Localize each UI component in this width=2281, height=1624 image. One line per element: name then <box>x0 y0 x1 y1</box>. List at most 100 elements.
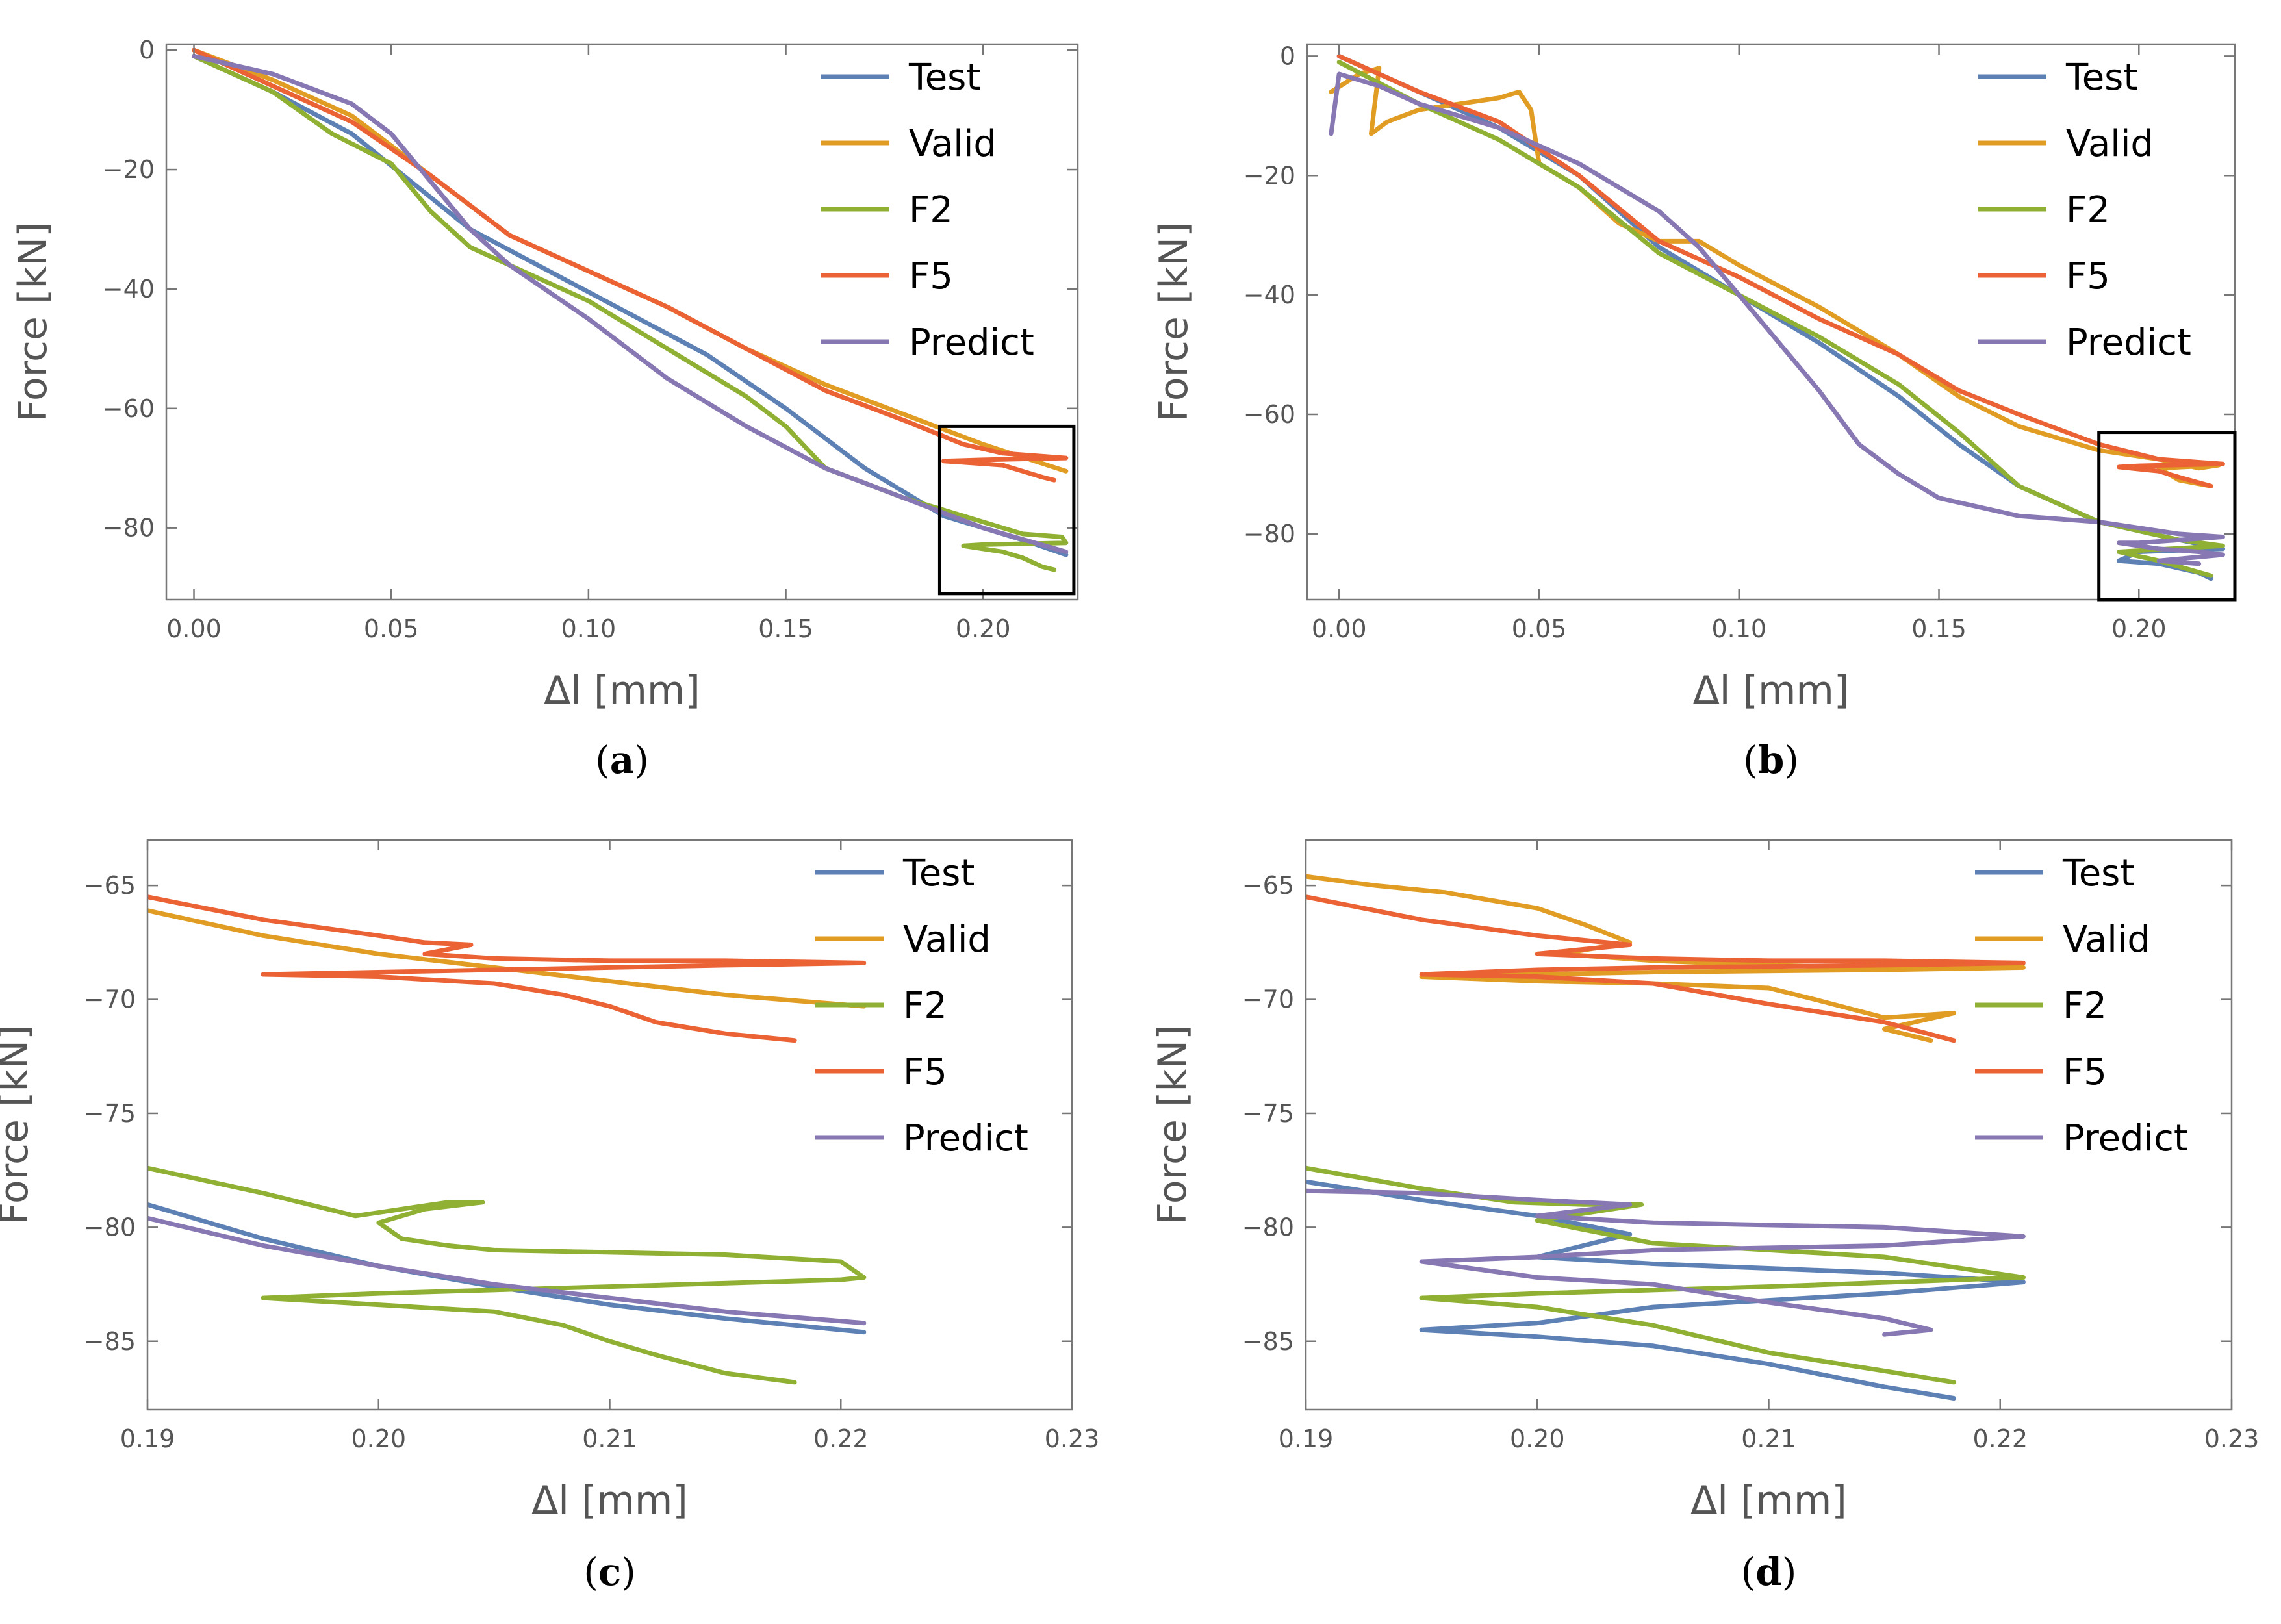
legend-label-valid: Valid <box>2063 919 2150 961</box>
y-tick-label: −70 <box>84 985 136 1014</box>
chart-panel-d: 0.19 0.20 0.21 0.22 0.23 −65 −70 −75 −80 −85 Δl [m… <box>1150 839 2260 1594</box>
series-line-valid <box>1306 874 2026 1043</box>
x-tick-label: 0.19 <box>1279 1425 1334 1453</box>
x-tick-label: 0.05 <box>1512 615 1567 643</box>
series-line-test <box>192 53 1069 557</box>
y-tick-label: −65 <box>84 871 136 900</box>
legend-label-predict: Predict <box>903 1117 1028 1160</box>
x-axis-title: Δl [mm] <box>1693 668 1850 713</box>
legend-label-test: Test <box>908 57 980 99</box>
x-tick-label: 0.15 <box>758 615 813 643</box>
series-line-predict <box>1306 1188 2026 1337</box>
series-group <box>192 47 1069 572</box>
y-tick-label: −75 <box>1242 1099 1294 1128</box>
legend-label-f5: F5 <box>903 1051 947 1093</box>
y-axis-title: Force [kN] <box>10 222 56 422</box>
series-group <box>1329 53 2225 581</box>
legend-label-predict: Predict <box>2066 322 2191 364</box>
series-line-valid <box>147 908 867 1009</box>
legend-label-f5: F5 <box>909 255 953 298</box>
legend: Test Valid F2 F5 Predict <box>815 852 1028 1160</box>
y-tick-label: −85 <box>84 1327 136 1356</box>
panel-label: (a) <box>595 738 649 782</box>
legend-label-valid: Valid <box>909 123 997 165</box>
series-line-f2 <box>1306 1165 2026 1385</box>
y-tick-label: −80 <box>1242 1213 1294 1241</box>
legend-label-f5: F5 <box>2066 255 2110 298</box>
series-line-f5 <box>147 894 867 1043</box>
x-tick-label: 0.10 <box>561 615 617 643</box>
series-group <box>1306 874 2026 1401</box>
series-line-f2 <box>147 1165 867 1385</box>
y-tick-label: −60 <box>103 394 155 423</box>
y-tick-label: −80 <box>103 514 155 542</box>
series-line-test <box>1306 1179 2026 1401</box>
x-tick-label: 0.20 <box>2111 615 2167 643</box>
series-line-predict <box>192 53 1069 554</box>
x-tick-label: 0.20 <box>351 1425 406 1453</box>
panel-label: (d) <box>1741 1550 1797 1594</box>
plot-frame <box>1306 43 2236 601</box>
zoom-box <box>937 424 1076 596</box>
x-tick-label: 0.23 <box>2204 1425 2260 1453</box>
y-tick-label: −40 <box>103 275 155 303</box>
series-line-f5 <box>1306 894 2026 1043</box>
y-axis-title: Force [kN] <box>0 1025 37 1225</box>
series-line-f2 <box>1336 60 2225 578</box>
zoom-box <box>2097 431 2237 602</box>
series-line-predict <box>1329 71 2225 566</box>
legend-label-f2: F2 <box>909 189 953 231</box>
x-tick-label: 0.21 <box>582 1425 637 1453</box>
y-tick-label: 0 <box>1280 42 1295 70</box>
legend-label-f2: F2 <box>903 985 947 1027</box>
x-tick-label: 0.20 <box>1510 1425 1565 1453</box>
x-axis-title: Δl [mm] <box>1690 1478 1847 1523</box>
x-tick-label: 0.00 <box>166 615 222 643</box>
y-tick-label: −85 <box>1242 1327 1294 1356</box>
legend-label-f2: F2 <box>2063 985 2107 1027</box>
x-tick-label: 0.00 <box>1312 615 1367 643</box>
x-tick-label: 0.22 <box>1972 1425 2028 1453</box>
x-tick-label: 0.23 <box>1045 1425 1100 1453</box>
y-tick-label: −20 <box>1243 161 1295 190</box>
x-tick-label: 0.05 <box>364 615 419 643</box>
legend-label-valid: Valid <box>2066 123 2154 165</box>
y-axis-title: Force [kN] <box>1150 1025 1195 1225</box>
legend-label-test: Test <box>2062 852 2134 894</box>
legend-label-predict: Predict <box>909 322 1034 364</box>
x-tick-label: 0.22 <box>813 1425 869 1453</box>
y-tick-label: 0 <box>139 36 155 64</box>
y-tick-label: −80 <box>84 1213 136 1241</box>
legend: Test Valid F2 F5 Predict <box>1975 852 2188 1160</box>
x-axis-title: Δl [mm] <box>544 668 700 713</box>
plot-frame <box>165 43 1079 601</box>
x-tick-label: 0.15 <box>1911 615 1967 643</box>
chart-panel-a: 0.00 0.05 0.10 0.15 0.20 0 −20 −40 −60 −80 Δl [mm]… <box>10 36 1079 782</box>
y-tick-label: −75 <box>84 1099 136 1128</box>
legend-label-f5: F5 <box>2063 1051 2107 1093</box>
legend-label-f2: F2 <box>2066 189 2110 231</box>
y-tick-label: −80 <box>1243 520 1295 548</box>
x-axis-title: Δl [mm] <box>531 1478 688 1523</box>
legend-label-valid: Valid <box>903 919 991 961</box>
series-line-f5 <box>192 47 1069 483</box>
chart-panel-b: 0.00 0.05 0.10 0.15 0.20 0 −20 −40 −60 −80 Δl [mm]… <box>1151 42 2237 782</box>
y-axis-title: Force [kN] <box>1151 222 1197 422</box>
y-tick-label: −70 <box>1242 985 1294 1014</box>
legend-label-test: Test <box>2065 57 2137 99</box>
y-tick-label: −20 <box>103 155 155 184</box>
legend-label-predict: Predict <box>2063 1117 2188 1160</box>
legend: Test Valid F2 F5 Predict <box>821 57 1034 364</box>
series-group <box>147 894 867 1385</box>
x-tick-label: 0.10 <box>1711 615 1766 643</box>
y-tick-label: −60 <box>1243 400 1295 429</box>
panel-label: (b) <box>1743 738 1799 782</box>
legend-label-test: Test <box>902 852 975 894</box>
panel-label: (c) <box>583 1550 636 1594</box>
series-line-f5 <box>1336 53 2225 488</box>
y-tick-label: −40 <box>1243 281 1295 309</box>
chart-panel-c: 0.19 0.20 0.21 0.22 0.23 −65 −70 −75 −80 −85 Δl [m… <box>0 839 1100 1594</box>
x-tick-label: 0.21 <box>1741 1425 1796 1453</box>
